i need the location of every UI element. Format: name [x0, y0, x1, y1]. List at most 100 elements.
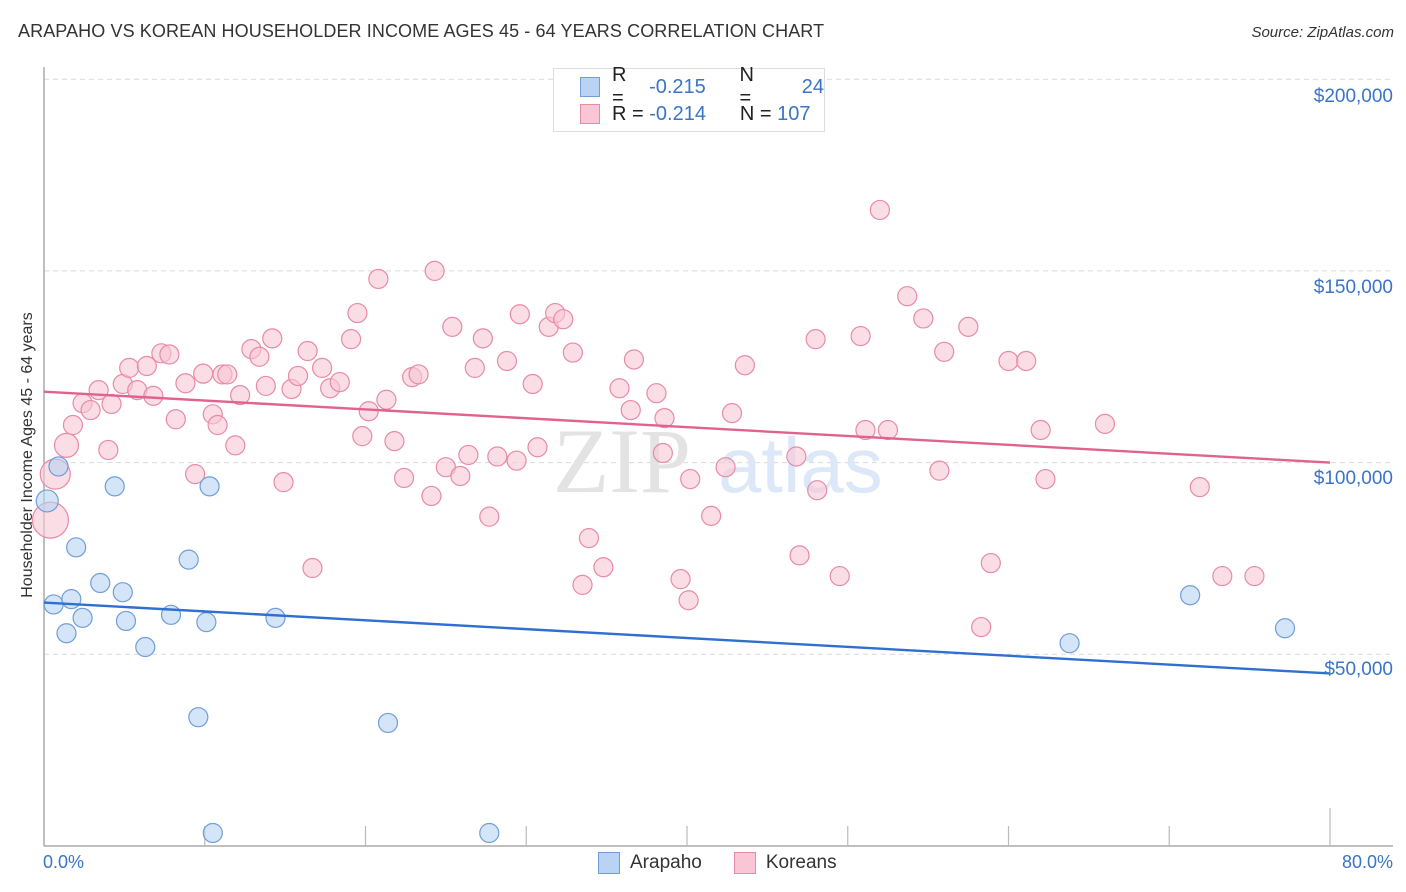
y-tick-150000: $150,000: [1313, 277, 1393, 298]
koreans-point: [450, 465, 471, 487]
koreans-point: [193, 363, 214, 384]
arapaho-point: [112, 582, 133, 603]
koreans-point: [652, 442, 673, 464]
koreans-point: [297, 340, 318, 362]
koreans-swatch-icon: [580, 104, 600, 124]
arapaho-point: [479, 822, 500, 844]
koreans-point: [869, 199, 891, 221]
y-tick-100000: $100,000: [1313, 468, 1393, 489]
y-tick-200000: $200,000: [1313, 86, 1393, 107]
koreans-point: [464, 357, 485, 379]
koreans-point: [958, 316, 979, 337]
koreans-point: [562, 342, 583, 363]
koreans-point: [734, 355, 755, 376]
arapaho-point: [56, 623, 77, 644]
arapaho-point: [72, 607, 93, 628]
koreans-point: [347, 302, 368, 324]
legend-item-koreans[interactable]: Koreans: [733, 852, 837, 874]
arapaho-point: [377, 712, 399, 734]
koreans-point: [143, 385, 164, 406]
koreans-point: [273, 472, 294, 493]
arapaho-point: [115, 610, 137, 632]
legend-row-koreans: R = -0.214 N = 107: [580, 102, 819, 126]
koreans-point: [680, 468, 701, 490]
n-value: 24: [801, 75, 824, 98]
koreans-point: [509, 304, 530, 325]
koreans-point: [435, 457, 456, 478]
koreans-point: [496, 350, 518, 372]
chart-title: ARAPAHO VS KOREAN HOUSEHOLDER INCOME AGE…: [18, 21, 825, 41]
legend-label: Koreans: [765, 852, 837, 873]
koreans-point: [654, 408, 675, 429]
koreans-point: [358, 401, 379, 422]
koreans-point: [553, 309, 574, 330]
stats-legend: R = -0.215 N = 24 R = -0.214 N = 107: [553, 64, 825, 132]
koreans-point: [620, 399, 641, 421]
koreans-point: [715, 457, 736, 478]
koreans-point: [225, 435, 246, 456]
koreans-swatch-icon: [733, 852, 756, 874]
n-label: N =: [739, 64, 754, 109]
arapaho-swatch-icon: [598, 852, 620, 874]
koreans-point: [1030, 419, 1051, 441]
koreans-point: [185, 464, 206, 485]
arapaho-point: [1274, 618, 1296, 639]
koreans-point: [101, 393, 122, 415]
koreans-point: [1016, 350, 1037, 372]
koreans-point: [829, 565, 850, 587]
arapaho-point: [135, 636, 156, 658]
koreans-point: [368, 268, 389, 290]
legend-item-arapaho[interactable]: Arapaho: [598, 852, 702, 874]
r-label: R =: [612, 102, 644, 125]
arapaho-point: [1059, 633, 1080, 654]
koreans-point: [572, 574, 593, 596]
koreans-point: [527, 437, 548, 458]
koreans-point: [678, 590, 699, 611]
koreans-point: [249, 346, 270, 367]
koreans-point: [701, 505, 722, 526]
koreans-point: [807, 480, 828, 501]
arapaho-point: [199, 476, 220, 497]
n-value: 107: [777, 102, 811, 125]
x-tick-max: 80.0%: [1341, 852, 1393, 872]
arapaho-point: [202, 822, 223, 844]
arapaho-point: [104, 476, 125, 497]
koreans-trend-line: [43, 390, 1331, 464]
koreans-point: [458, 444, 479, 466]
r-value: -0.215: [649, 75, 706, 98]
koreans-point: [165, 409, 186, 430]
koreans-point: [393, 467, 415, 489]
koreans-point: [472, 328, 493, 349]
koreans-point: [62, 414, 84, 436]
arapaho-swatch-icon: [580, 77, 600, 97]
koreans-point: [376, 389, 397, 410]
koreans-point: [506, 450, 527, 471]
koreans-point: [262, 328, 283, 349]
koreans-point: [340, 329, 362, 350]
koreans-point: [119, 357, 140, 379]
koreans-point: [424, 260, 445, 281]
koreans-point: [850, 325, 871, 347]
koreans-point: [98, 439, 119, 461]
r-value: -0.214: [649, 102, 706, 125]
koreans-point: [897, 286, 918, 307]
koreans-point: [136, 355, 157, 377]
koreans-point: [408, 364, 429, 385]
koreans-point: [175, 373, 196, 394]
koreans-point: [302, 557, 323, 579]
koreans-point: [53, 432, 80, 458]
koreans-point: [1244, 565, 1265, 587]
koreans-point: [721, 403, 743, 424]
koreans-point: [217, 364, 238, 385]
koreans-point: [623, 349, 645, 370]
arapaho-point: [66, 537, 87, 558]
arapaho-point: [90, 572, 111, 594]
arapaho-trend-line: [43, 601, 1331, 675]
koreans-point: [934, 341, 955, 362]
koreans-point: [479, 506, 500, 527]
koreans-point: [230, 385, 251, 406]
koreans-point: [80, 399, 101, 421]
legend-row-arapaho: R = -0.215 N = 24: [580, 64, 824, 109]
koreans-point: [352, 426, 373, 447]
r-label: R =: [611, 64, 627, 109]
